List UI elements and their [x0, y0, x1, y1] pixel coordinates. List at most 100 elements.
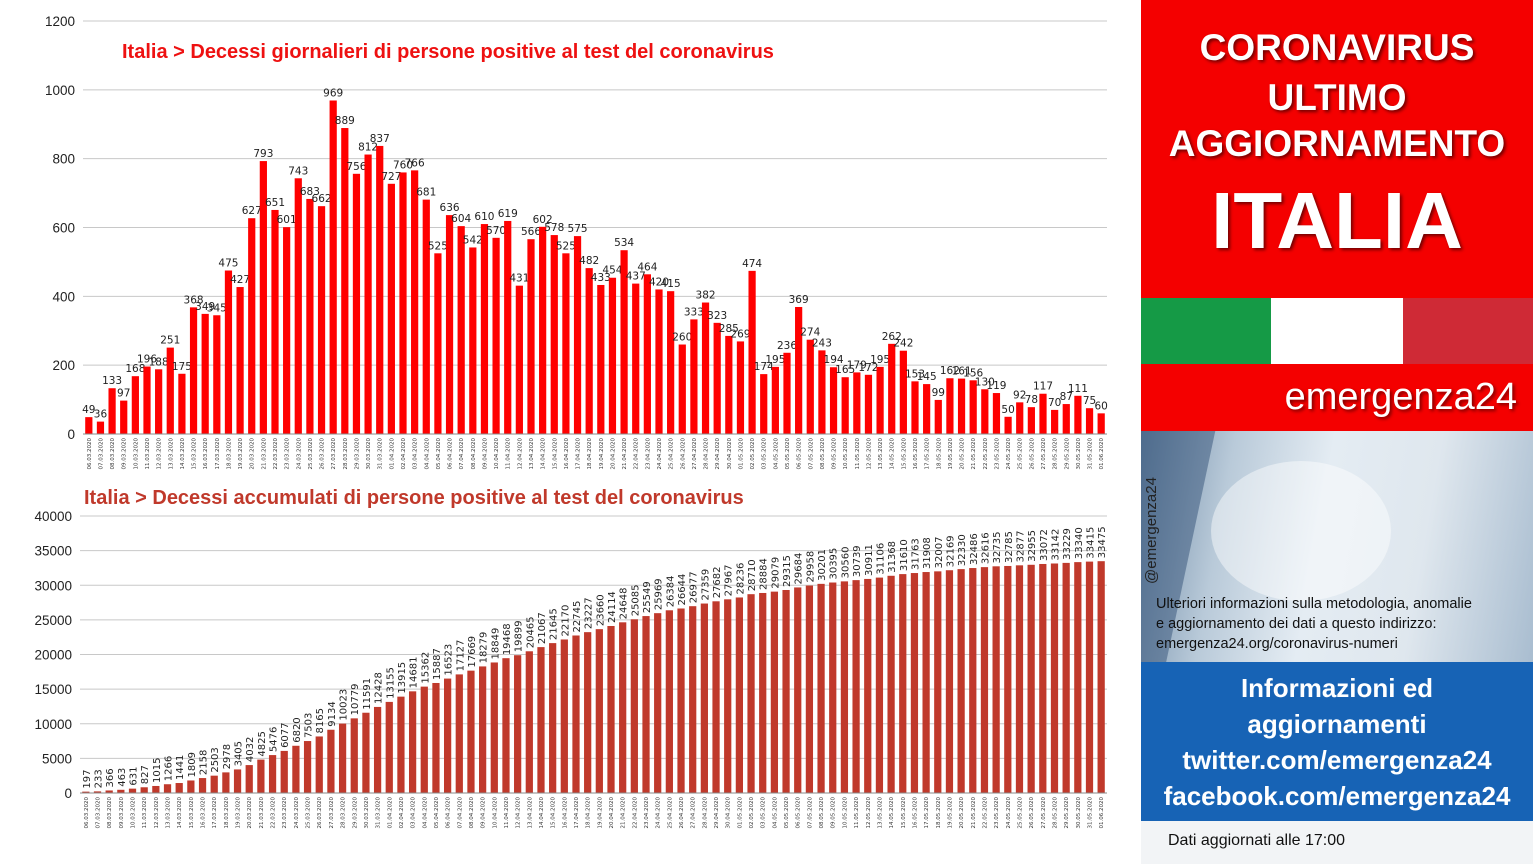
x-tick-label: 08.03.2020 [110, 438, 116, 470]
footer-bar: Dati aggiornati alle 17:00 [1141, 821, 1533, 864]
data-label: 382 [696, 290, 716, 302]
x-tick-label: 28.04.2020 [702, 797, 708, 829]
data-label: 50 [1001, 404, 1014, 416]
data-label: 60 [1094, 400, 1107, 412]
data-label: 31368 [887, 541, 898, 573]
bar [946, 378, 954, 434]
x-tick-label: 16.04.2020 [564, 438, 570, 470]
x-tick-label: 20.03.2020 [250, 438, 256, 470]
data-label: 323 [707, 310, 727, 322]
bar [655, 289, 663, 434]
x-tick-label: 03.05.2020 [761, 797, 767, 829]
bar [829, 367, 838, 434]
bar [677, 608, 685, 793]
data-label: 28884 [759, 558, 770, 590]
x-tick-label: 14.04.2020 [541, 438, 547, 470]
x-tick-label: 15.04.2020 [552, 438, 558, 470]
x-tick-label: 23.03.2020 [285, 438, 291, 470]
x-tick-label: 23.03.2020 [282, 797, 288, 829]
data-label: 153 [905, 368, 925, 380]
data-label: 525 [556, 240, 576, 252]
x-tick-label: 25.04.2020 [667, 797, 673, 829]
data-label: 31610 [899, 539, 910, 571]
bar [85, 417, 93, 434]
data-label: 31106 [875, 543, 886, 575]
bar [783, 352, 791, 434]
data-label: 33072 [1039, 529, 1050, 561]
data-label: 27359 [700, 569, 711, 601]
data-label: 756 [346, 161, 366, 173]
x-tick-label: 12.03.2020 [157, 438, 163, 470]
data-label: 172 [858, 362, 878, 374]
x-tick-label: 10.05.2020 [842, 797, 848, 829]
info-link[interactable]: emergenza24.org/coronavirus-numeri [1156, 636, 1398, 652]
bar [527, 239, 535, 434]
x-tick-label: 13.04.2020 [529, 438, 535, 470]
data-label: 32169 [945, 535, 956, 567]
data-label: 464 [637, 261, 657, 273]
x-tick-label: 04.05.2020 [772, 797, 778, 829]
bar [128, 788, 137, 793]
data-label: 969 [323, 88, 343, 100]
data-label: 233 [94, 769, 105, 788]
x-tick-label: 19.05.2020 [947, 797, 953, 829]
bar [411, 170, 419, 434]
twitter-link[interactable]: twitter.com/emergenza24 [1182, 745, 1492, 775]
x-tick-label: 08.03.2020 [107, 797, 113, 829]
y-tick-label: 600 [52, 221, 75, 236]
data-label: 837 [370, 133, 390, 145]
bar [373, 706, 382, 793]
x-tick-label: 26.03.2020 [320, 438, 326, 470]
x-tick-label: 29.04.2020 [714, 797, 720, 829]
bar [1085, 561, 1094, 793]
bar [1062, 562, 1070, 793]
x-tick-label: 29.03.2020 [354, 438, 360, 470]
x-tick-label: 18.03.2020 [224, 797, 230, 829]
data-label: 32735 [992, 531, 1003, 563]
social-heading-1: Informazioni ed [1240, 673, 1434, 703]
bar [175, 783, 183, 793]
bar [108, 388, 116, 434]
bar [166, 347, 174, 434]
data-label: 16523 [444, 644, 455, 676]
data-label: 251 [160, 335, 180, 347]
x-tick-label: 06.03.2020 [84, 797, 90, 829]
x-tick-label: 01.06.2020 [1099, 797, 1105, 829]
x-tick-label: 25.03.2020 [306, 797, 312, 829]
bar [117, 789, 125, 793]
x-tick-label: 24.04.2020 [657, 438, 663, 470]
bar [957, 378, 966, 434]
x-tick-label: 19.03.2020 [236, 797, 242, 829]
bar [782, 589, 790, 793]
bar [748, 270, 756, 434]
x-tick-label: 27.03.2020 [331, 438, 337, 470]
flag-red-stripe [1403, 298, 1533, 364]
data-label: 19899 [514, 620, 525, 652]
social-heading-2: aggiornamenti [1247, 709, 1427, 739]
data-label: 29315 [782, 555, 793, 587]
data-label: 2158 [199, 750, 210, 775]
x-tick-label: 22.04.2020 [632, 797, 638, 829]
x-tick-label: 12.05.2020 [866, 797, 872, 829]
bar [1097, 561, 1105, 793]
x-tick-label: 22.05.2020 [983, 438, 989, 470]
x-tick-label: 23.04.2020 [644, 797, 650, 829]
facebook-link[interactable]: facebook.com/emergenza24 [1163, 781, 1511, 811]
x-tick-label: 18.03.2020 [226, 438, 232, 470]
data-label: 578 [544, 222, 564, 234]
data-label: 25549 [642, 581, 653, 613]
x-tick-label: 11.04.2020 [506, 438, 512, 470]
bar [841, 377, 849, 434]
bar [352, 173, 361, 434]
data-label: 117 [1033, 381, 1053, 393]
x-tick-label: 01.04.2020 [387, 797, 393, 829]
x-tick-label: 06.05.2020 [796, 797, 802, 829]
x-tick-label: 30.05.2020 [1076, 797, 1082, 829]
y-tick-label: 25000 [34, 613, 72, 628]
headline-coronavirus: CORONAVIRUS [1199, 27, 1475, 68]
bar [292, 745, 300, 793]
data-label: 188 [149, 356, 169, 368]
data-label: 636 [440, 202, 460, 214]
bar [562, 253, 570, 434]
bar [120, 400, 128, 434]
